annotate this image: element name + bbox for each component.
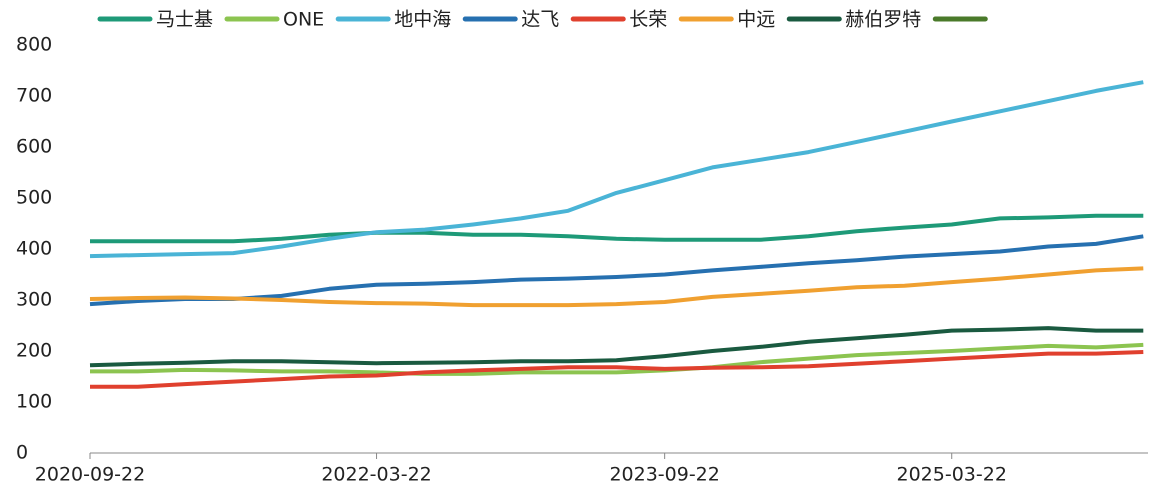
y-tick-label: 400 bbox=[16, 238, 52, 260]
x-tick-label: 2020-09-22 bbox=[35, 464, 145, 486]
y-tick-label: 700 bbox=[16, 85, 52, 107]
series-line bbox=[89, 234, 1144, 307]
series-line bbox=[90, 350, 1144, 389]
x-tick-label: 2023-09-22 bbox=[609, 464, 719, 486]
series-line bbox=[89, 266, 1144, 308]
series-line bbox=[89, 80, 1144, 259]
legend-label: 马士基 bbox=[156, 9, 213, 31]
y-tick-label: 300 bbox=[16, 289, 52, 311]
y-tick-label: 200 bbox=[16, 340, 52, 362]
legend-label: 赫伯罗特 bbox=[845, 9, 921, 31]
y-tick-label: 0 bbox=[16, 442, 28, 464]
x-tick-label: 2025-03-22 bbox=[897, 464, 1007, 486]
legend-label: 长荣 bbox=[629, 9, 667, 31]
series-line bbox=[90, 342, 1144, 376]
series-line bbox=[90, 213, 1144, 244]
y-tick-label: 100 bbox=[16, 391, 52, 413]
legend-label: 中远 bbox=[737, 9, 775, 31]
y-tick-label: 600 bbox=[16, 136, 52, 158]
legend-label: 达飞 bbox=[521, 9, 559, 31]
x-tick-label: 2022-03-22 bbox=[321, 464, 431, 486]
series-line bbox=[89, 326, 1144, 368]
legend-label: ONE bbox=[283, 9, 324, 31]
y-tick-label: 800 bbox=[16, 34, 52, 56]
y-tick-label: 500 bbox=[16, 187, 52, 209]
legend-label: 地中海 bbox=[394, 9, 451, 31]
